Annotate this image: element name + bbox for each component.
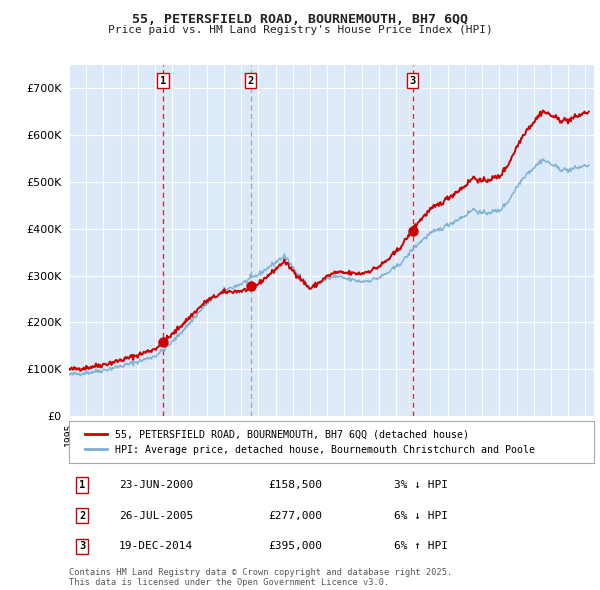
Text: £277,000: £277,000	[269, 511, 323, 520]
Text: 2: 2	[248, 76, 254, 86]
Text: 3% ↓ HPI: 3% ↓ HPI	[395, 480, 449, 490]
Text: Contains HM Land Registry data © Crown copyright and database right 2025.
This d: Contains HM Land Registry data © Crown c…	[69, 568, 452, 587]
Text: 3: 3	[79, 541, 85, 551]
Text: 6% ↓ HPI: 6% ↓ HPI	[395, 511, 449, 520]
Text: 55, PETERSFIELD ROAD, BOURNEMOUTH, BH7 6QQ: 55, PETERSFIELD ROAD, BOURNEMOUTH, BH7 6…	[132, 13, 468, 26]
Text: 3: 3	[409, 76, 416, 86]
Text: 19-DEC-2014: 19-DEC-2014	[119, 541, 193, 551]
Text: £158,500: £158,500	[269, 480, 323, 490]
Text: £395,000: £395,000	[269, 541, 323, 551]
Text: 23-JUN-2000: 23-JUN-2000	[119, 480, 193, 490]
Text: 1: 1	[79, 480, 85, 490]
Text: 6% ↑ HPI: 6% ↑ HPI	[395, 541, 449, 551]
Text: 1: 1	[160, 76, 166, 86]
Text: 26-JUL-2005: 26-JUL-2005	[119, 511, 193, 520]
Legend: 55, PETERSFIELD ROAD, BOURNEMOUTH, BH7 6QQ (detached house), HPI: Average price,: 55, PETERSFIELD ROAD, BOURNEMOUTH, BH7 6…	[79, 423, 541, 461]
Text: Price paid vs. HM Land Registry's House Price Index (HPI): Price paid vs. HM Land Registry's House …	[107, 25, 493, 35]
Text: 2: 2	[79, 511, 85, 520]
